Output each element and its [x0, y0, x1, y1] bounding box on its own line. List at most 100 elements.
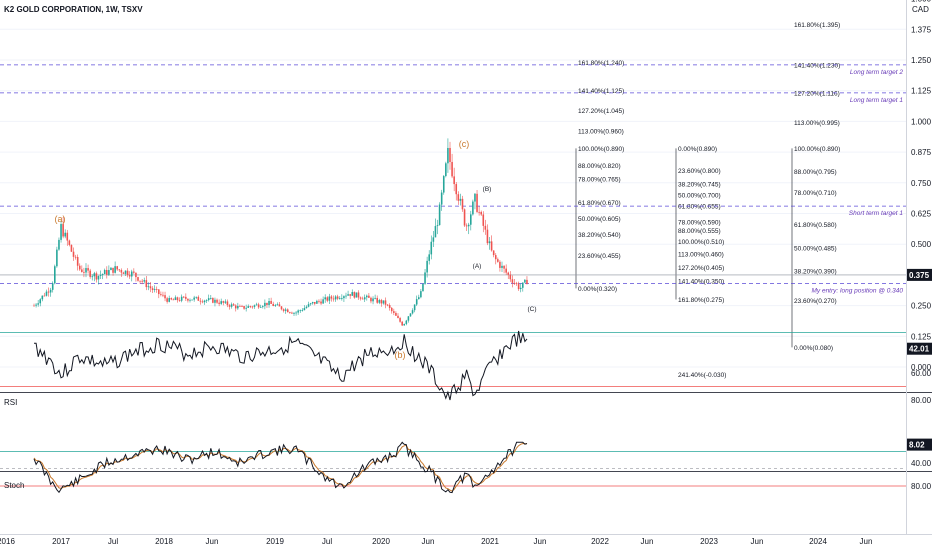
price-candle-body — [274, 305, 277, 306]
price-candle-body — [424, 272, 426, 284]
price-candle-body — [382, 300, 385, 304]
stoch-pane[interactable] — [0, 472, 906, 534]
fib-level-label: 50.00%(0.605) — [578, 216, 621, 223]
price-candle-body — [160, 294, 162, 295]
price-candle-body — [70, 244, 73, 252]
price-tick-label: 0.500 — [911, 240, 932, 249]
price-candle-body — [112, 267, 114, 273]
price-candle-body — [436, 225, 439, 227]
price-candle-body — [338, 298, 341, 299]
time-tick-label: Jun — [422, 537, 435, 546]
price-candle-body — [135, 272, 137, 278]
target-level-label: My entry: long position @ 0.340 — [811, 287, 903, 294]
price-candle-body — [191, 299, 193, 301]
price-candle-body — [164, 295, 166, 299]
price-candle-body — [222, 301, 225, 303]
wave-label: (B) — [483, 186, 492, 193]
price-candle-body — [89, 270, 91, 277]
price-candle-body — [170, 298, 173, 300]
price-candle-body — [218, 302, 220, 304]
price-candle-body — [380, 300, 383, 304]
fib-level-label: 38.20%(0.390) — [794, 269, 837, 276]
time-tick-label: Jun — [206, 537, 219, 546]
fib-level-label: 141.40%(1.125) — [578, 88, 624, 95]
price-candle-body — [291, 312, 293, 314]
price-candle-body — [130, 271, 133, 277]
price-candle-body — [247, 306, 250, 308]
time-tick-label: 2024 — [809, 537, 827, 546]
price-candle-body — [455, 184, 458, 195]
price-candle-body — [120, 270, 123, 273]
current-price-badge: 0.375 — [909, 271, 930, 280]
price-candle-body — [201, 301, 204, 303]
price-candle-body — [126, 270, 129, 276]
price-candle-body — [453, 176, 455, 185]
price-candle-body — [442, 176, 445, 193]
price-candle-body — [447, 147, 449, 164]
price-candle-body — [361, 298, 364, 300]
price-candle-body — [114, 266, 116, 273]
price-tick-label: 1.125 — [911, 87, 932, 96]
price-candle-body — [353, 292, 356, 298]
price-candle-body — [318, 300, 320, 302]
price-candle-body — [449, 147, 451, 162]
price-candle-body — [282, 309, 285, 311]
price-candle-body — [266, 302, 268, 306]
wave-label: (C) — [527, 306, 536, 313]
price-tick-label: 0.250 — [911, 302, 932, 311]
price-candle-body — [482, 214, 485, 226]
price-candle-body — [488, 241, 491, 244]
price-candle-body — [149, 286, 152, 289]
price-candle-body — [309, 303, 312, 305]
time-tick-label: 2018 — [155, 537, 173, 546]
rsi-series-line — [34, 330, 528, 401]
price-candle-body — [139, 280, 141, 282]
fib-level-label: 78.00%(0.590) — [678, 220, 721, 227]
time-tick-label: 2021 — [481, 537, 499, 546]
price-candle-body — [158, 289, 160, 295]
fib-level-label: 241.40%(-0.030) — [678, 372, 726, 379]
price-candle-body — [99, 274, 102, 276]
price-candle-body — [316, 300, 318, 304]
price-candle-body — [103, 269, 106, 275]
price-candle-body — [357, 292, 360, 298]
price-pane[interactable] — [0, 0, 906, 392]
price-candle-body — [470, 214, 472, 225]
price-candle-body — [422, 283, 424, 292]
wave-label: (A) — [473, 263, 482, 270]
price-candle-body — [403, 323, 406, 326]
price-candle-body — [255, 304, 258, 306]
price-candle-body — [124, 270, 127, 274]
price-candle-body — [64, 232, 66, 237]
fib-level-label: 161.80%(1.395) — [794, 22, 840, 29]
time-tick-label: 2023 — [700, 537, 718, 546]
price-candle-body — [81, 269, 83, 272]
rsi-pane[interactable] — [0, 393, 906, 471]
price-candle-body — [289, 312, 291, 313]
stoch-value-badge-bg — [907, 438, 932, 451]
time-tick-label: 2016 — [0, 537, 15, 546]
price-candle-body — [299, 310, 302, 312]
price-candle-body — [147, 286, 150, 288]
price-candle-body — [418, 297, 420, 300]
price-candle-body — [239, 305, 241, 307]
price-candle-body — [457, 194, 460, 201]
price-candle-body — [305, 306, 308, 309]
price-candle-body — [91, 276, 94, 278]
price-candle-body — [332, 298, 335, 300]
price-candle-body — [297, 310, 299, 313]
fib-level-label: 50.00%(0.485) — [794, 245, 837, 252]
price-candle-body — [336, 296, 339, 299]
price-candle-body — [330, 296, 333, 299]
time-tick-label: Jun — [860, 537, 873, 546]
price-candle-body — [459, 198, 462, 201]
fib-level-label: 88.00%(0.555) — [678, 228, 721, 235]
price-candle-body — [234, 305, 237, 309]
price-candle-body — [420, 291, 422, 298]
price-candle-body — [511, 279, 514, 283]
price-candle-body — [303, 308, 306, 311]
price-candle-body — [97, 275, 100, 280]
price-candle-body — [409, 313, 412, 317]
price-candle-body — [501, 265, 503, 268]
